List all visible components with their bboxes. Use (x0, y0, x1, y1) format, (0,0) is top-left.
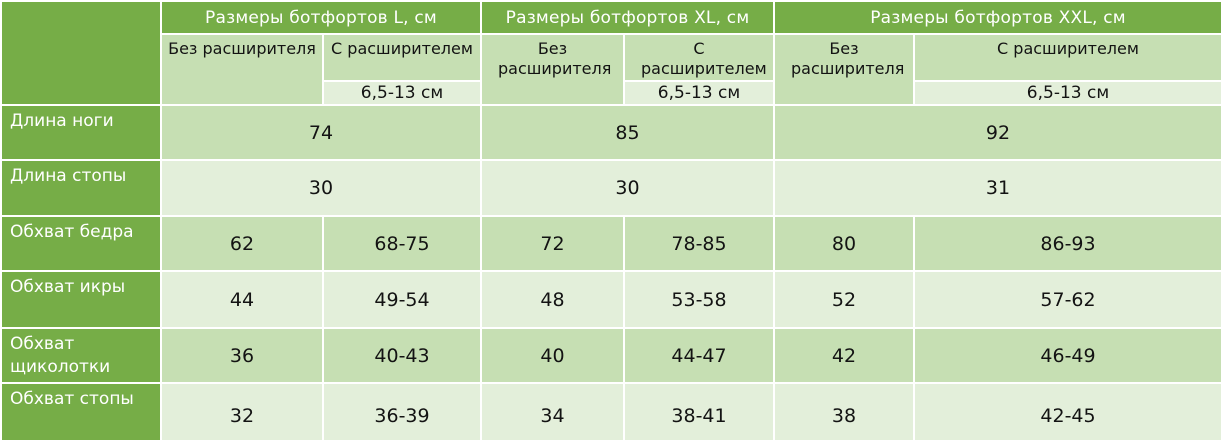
row-label-ankle-girth: Обхват щиколотки (0, 327, 162, 384)
cell-calf-girth-xxl-ext: 57-62 (913, 270, 1221, 329)
cell-thigh-girth-xxl-no: 80 (773, 215, 915, 272)
extender-range-xl: 6,5-13 см (623, 80, 775, 106)
cell-foot-length-l: 30 (160, 159, 482, 217)
group-header-xxl: Размеры ботфортов XXL, см (773, 0, 1221, 35)
cell-foot-girth-l-no: 32 (160, 382, 324, 440)
header-row-extender-range: 6,5-13 см 6,5-13 см 6,5-13 см (1, 80, 1221, 106)
cell-foot-girth-l-ext: 36-39 (322, 382, 482, 440)
subheader-xl-no-extender: Без расширителя (480, 33, 625, 106)
cell-calf-girth-xl-no: 48 (480, 270, 625, 329)
header-row-subcolumns: Без расширителя С расширителем Без расши… (1, 33, 1221, 106)
cell-foot-length-xxl: 31 (773, 159, 1221, 217)
subheader-xxl-with-extender: С расширителем (913, 33, 1221, 82)
cell-leg-length-xl: 85 (480, 104, 775, 161)
cell-thigh-girth-xl-ext: 78-85 (623, 215, 775, 272)
cell-calf-girth-xxl-no: 52 (773, 270, 915, 329)
cell-thigh-girth-l-ext: 68-75 (322, 215, 482, 272)
cell-ankle-girth-xl-no: 40 (480, 327, 625, 384)
header-row-groups: Размеры ботфортов L, см Размеры ботфорто… (0, 0, 1221, 106)
cell-ankle-girth-l-no: 36 (160, 327, 324, 384)
cell-calf-girth-l-ext: 49-54 (322, 270, 482, 329)
cell-foot-girth-xl-ext: 38-41 (623, 382, 775, 440)
group-header-xl: Размеры ботфортов XL, см (480, 0, 775, 35)
subheader-xxl-no-extender: Без расширителя (773, 33, 915, 106)
subheader-l-no-extender: Без расширителя (160, 33, 324, 106)
subheader-xl-with-extender: С расширителем (623, 33, 775, 82)
corner-cell (0, 0, 162, 106)
subheader-l-with-extender: С расширителем (322, 33, 482, 82)
extender-range-l: 6,5-13 см (322, 80, 482, 106)
row-label-foot-girth: Обхват стопы (0, 382, 162, 440)
cell-ankle-girth-xl-ext: 44-47 (623, 327, 775, 384)
cell-calf-girth-xl-ext: 53-58 (623, 270, 775, 329)
table-row-calf-girth: Обхват икры 44 49-54 48 53-58 52 57-62 (0, 270, 1221, 329)
cell-foot-girth-xxl-ext: 42-45 (913, 382, 1221, 440)
row-label-foot-length: Длина стопы (0, 159, 162, 217)
extender-range-xxl: 6,5-13 см (913, 80, 1221, 106)
table-row-ankle-girth: Обхват щиколотки 36 40-43 40 44-47 42 46… (0, 327, 1221, 384)
cell-foot-length-xl: 30 (480, 159, 775, 217)
table-row-leg-length: Длина ноги 74 85 92 (0, 104, 1221, 161)
cell-calf-girth-l-no: 44 (160, 270, 324, 329)
table-row-thigh-girth: Обхват бедра 62 68-75 72 78-85 80 86-93 (0, 215, 1221, 272)
cell-ankle-girth-l-ext: 40-43 (322, 327, 482, 384)
cell-ankle-girth-xxl-no: 42 (773, 327, 915, 384)
cell-thigh-girth-xxl-ext: 86-93 (913, 215, 1221, 272)
cell-foot-girth-xl-no: 34 (480, 382, 625, 440)
cell-ankle-girth-xxl-ext: 46-49 (913, 327, 1221, 384)
cell-leg-length-xxl: 92 (773, 104, 1221, 161)
table-row-foot-length: Длина стопы 30 30 31 (0, 159, 1221, 217)
group-header-l: Размеры ботфортов L, см (160, 0, 482, 35)
cell-foot-girth-xxl-no: 38 (773, 382, 915, 440)
row-label-leg-length: Длина ноги (0, 104, 162, 161)
table-row-foot-girth: Обхват стопы 32 36-39 34 38-41 38 42-45 (0, 382, 1221, 440)
row-label-calf-girth: Обхват икры (0, 270, 162, 329)
row-label-thigh-girth: Обхват бедра (0, 215, 162, 272)
cell-leg-length-l: 74 (160, 104, 482, 161)
cell-thigh-girth-xl-no: 72 (480, 215, 625, 272)
cell-thigh-girth-l-no: 62 (160, 215, 324, 272)
